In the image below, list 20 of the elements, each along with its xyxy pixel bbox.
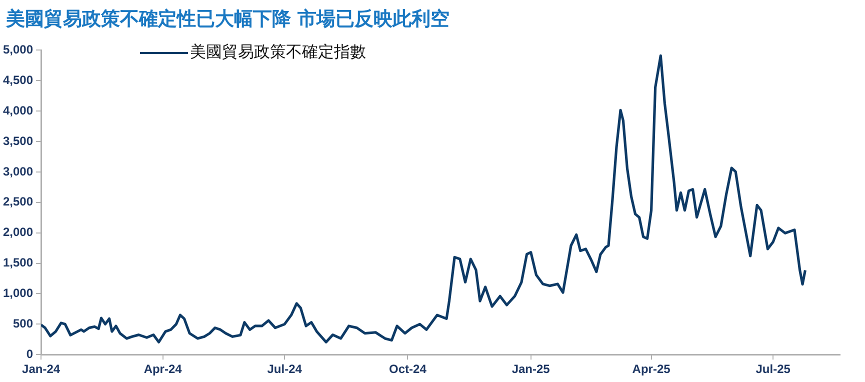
y-tick-label: 0 <box>26 346 34 361</box>
legend-label: 美國貿易政策不確定指數 <box>190 42 366 63</box>
y-tick-label: 4,500 <box>3 72 34 87</box>
x-tick-label: Jul-25 <box>756 362 791 376</box>
x-tick-label: Jan-25 <box>512 362 550 376</box>
y-tick-label: 2,500 <box>3 194 34 209</box>
y-tick-label: 1,000 <box>3 286 34 300</box>
y-tick-label: 2,000 <box>3 225 34 240</box>
y-tick-label: 1,500 <box>3 256 34 270</box>
x-tick-label: Jul-24 <box>267 362 302 376</box>
y-tick-label: 3,000 <box>3 164 34 178</box>
x-tick-label: Apr-25 <box>632 362 671 376</box>
chart-title: 美國貿易政策不確定性已大幅下降 市場已反映此利空 <box>6 7 450 32</box>
y-tick-label: 3,500 <box>3 134 34 148</box>
x-tick-label: Jan-24 <box>22 362 60 376</box>
y-tick-label: 4,000 <box>3 103 34 118</box>
x-tick-label: Apr-24 <box>144 362 182 376</box>
y-tick-label: 500 <box>13 316 34 330</box>
x-tick-label: Oct-24 <box>389 362 427 376</box>
y-tick-label: 5,000 <box>3 42 34 57</box>
